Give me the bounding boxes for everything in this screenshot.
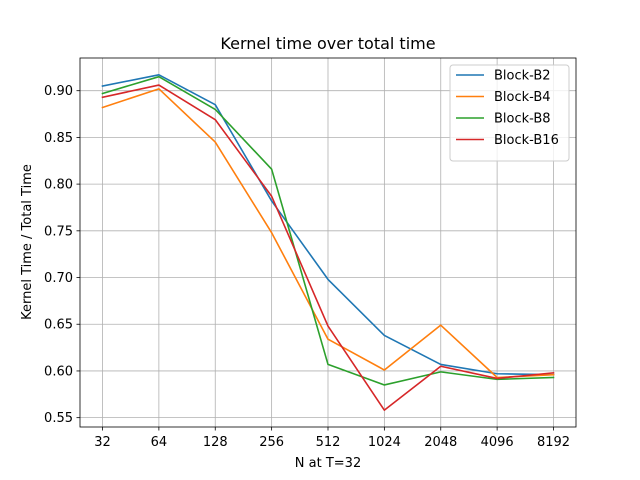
x-tick-label: 4096 (481, 435, 514, 450)
series-line-block-b16 (101, 84, 555, 411)
legend-label: Block-B16 (494, 133, 559, 148)
series-line-block-b8 (101, 75, 555, 386)
x-tick-label: 256 (259, 435, 284, 450)
y-axis-label: Kernel Time / Total Time (20, 164, 35, 320)
series-line-block-b2 (101, 74, 555, 376)
y-tick-label: 0.80 (44, 178, 73, 193)
y-tick-label: 0.85 (44, 131, 73, 146)
x-axis-ticks: 32 64 128 256 512 1024 2048 4096 8192 (94, 427, 570, 450)
legend-label: Block-B8 (494, 112, 551, 127)
x-tick-label: 1024 (368, 435, 401, 450)
legend-label: Block-B2 (494, 69, 551, 84)
grid-lines (80, 58, 576, 427)
y-tick-label: 0.75 (44, 224, 73, 239)
chart-title: Kernel time over total time (220, 34, 435, 53)
legend: Block-B2 Block-B4 Block-B8 Block-B16 (449, 64, 570, 162)
y-tick-label: 0.65 (44, 318, 73, 333)
y-tick-label: 0.60 (44, 364, 73, 379)
y-tick-label: 0.55 (44, 411, 73, 426)
y-tick-label: 0.90 (44, 84, 73, 99)
x-tick-label: 32 (94, 435, 111, 450)
x-tick-label: 128 (203, 435, 228, 450)
series-lines (101, 74, 555, 411)
legend-frame (449, 64, 570, 162)
y-axis-ticks: 0.55 0.60 0.65 0.70 0.75 0.80 0.85 0.90 (44, 84, 80, 426)
legend-label: Block-B4 (494, 90, 551, 105)
y-tick-label: 0.70 (44, 271, 73, 286)
x-axis-label: N at T=32 (295, 456, 361, 471)
x-tick-label: 64 (151, 435, 168, 450)
x-tick-label: 2048 (424, 435, 457, 450)
x-tick-label: 8192 (537, 435, 570, 450)
series-line-block-b4 (101, 88, 555, 379)
x-tick-label: 512 (316, 435, 341, 450)
